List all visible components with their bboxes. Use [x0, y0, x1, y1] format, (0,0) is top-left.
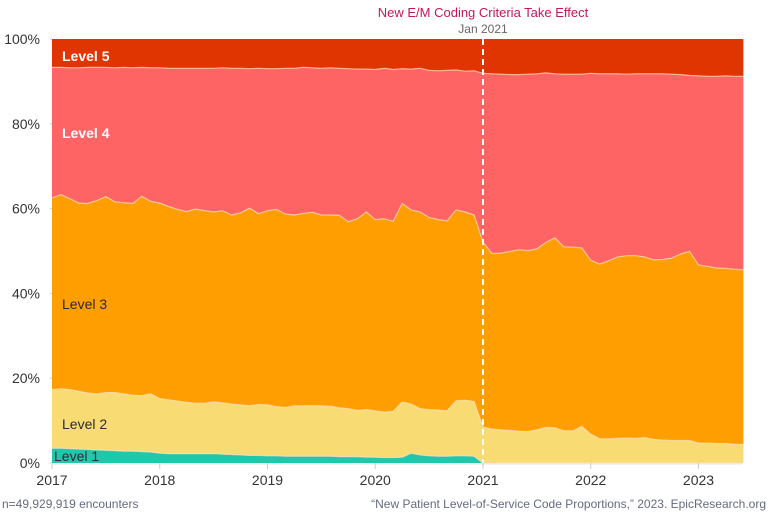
sample-size-note: n=49,929,919 encounters: [2, 497, 138, 511]
area-layers: [52, 39, 744, 463]
area-level-3: [52, 194, 744, 445]
area-level-4: [52, 67, 744, 270]
area-level-1: [52, 448, 744, 463]
y-axis: 0% 20% 40% 60% 80% 100%: [4, 31, 52, 471]
annotation-title: New E/M Coding Criteria Take Effect: [378, 5, 589, 20]
area-level-2: [52, 388, 744, 463]
boundary-level-2: [51, 388, 744, 445]
series-label-level-1: Level 1: [54, 448, 99, 464]
x-tick-label: 2022: [575, 472, 606, 488]
x-tick-label: 2017: [36, 472, 67, 488]
annotation-subtitle: Jan 2021: [458, 22, 508, 36]
series-label-level-3: Level 3: [62, 296, 107, 312]
x-tick-label: 2020: [360, 472, 391, 488]
series-label-level-4: Level 4: [62, 125, 110, 141]
y-tick-label: 60%: [12, 201, 40, 217]
boundary-level-3: [51, 193, 744, 271]
series-label-level-2: Level 2: [62, 416, 107, 432]
x-tick-label: 2023: [683, 472, 714, 488]
y-tick-label: 0%: [20, 455, 40, 471]
area-level-5: [52, 39, 744, 77]
boundary-level-1: [52, 447, 744, 464]
boundary-level-4: [52, 66, 744, 77]
series-labels: Level 1 Level 2 Level 3 Level 4 Level 5: [54, 48, 110, 464]
series-label-level-5: Level 5: [62, 48, 110, 64]
y-tick-label: 20%: [12, 370, 40, 386]
x-tick-label: 2018: [144, 472, 175, 488]
y-tick-label: 80%: [12, 116, 40, 132]
x-axis: 2017 2018 2019 2020 2021 2022 2023: [36, 463, 742, 488]
y-tick-label: 40%: [12, 285, 40, 301]
boundary-lines: [51, 66, 744, 464]
x-tick-label: 2021: [467, 472, 498, 488]
y-tick-label: 100%: [4, 31, 40, 47]
source-citation: “New Patient Level-of-Service Code Propo…: [371, 497, 766, 511]
x-tick-label: 2019: [252, 472, 283, 488]
